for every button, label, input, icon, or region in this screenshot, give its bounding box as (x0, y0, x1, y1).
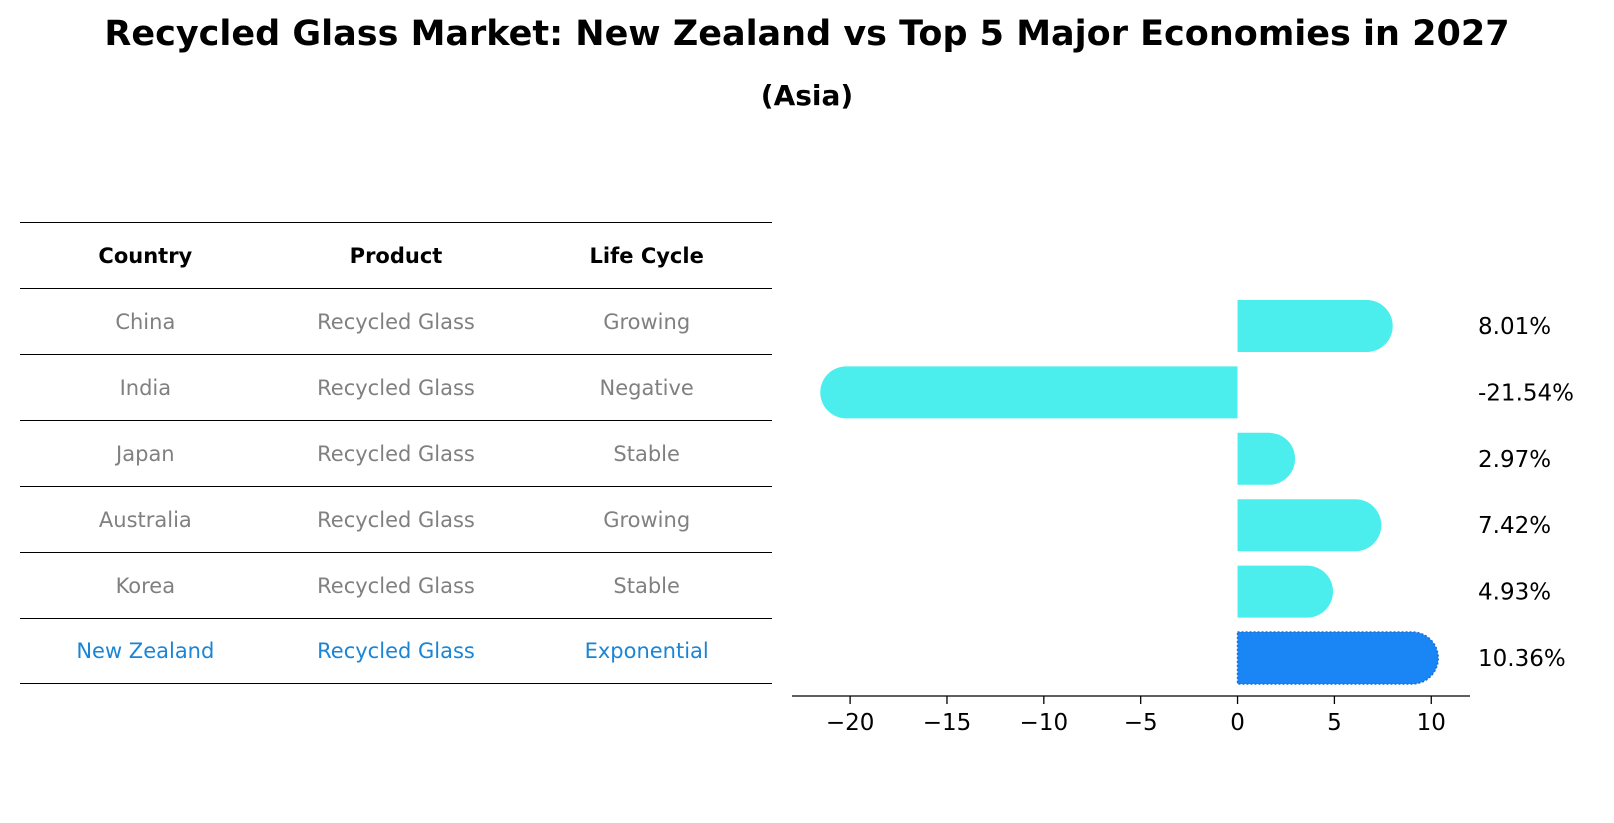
bar-new-zealand (1236, 631, 1439, 685)
x-tick-label: −5 (1124, 710, 1158, 736)
table-row: Australia Recycled Glass Growing (20, 486, 772, 552)
table-row: Korea Recycled Glass Stable (20, 552, 772, 618)
cell-product: Recycled Glass (317, 639, 475, 663)
cell-country: Japan (116, 441, 175, 466)
cell-life-cycle: Negative (599, 375, 694, 400)
value-label: 2.97% (1478, 447, 1551, 473)
cell-life-cycle: Stable (613, 573, 680, 598)
cell-life-cycle: Exponential (584, 639, 709, 663)
bar-china (1237, 300, 1393, 352)
cell-product: Recycled Glass (317, 309, 475, 334)
bar-korea (1237, 565, 1334, 618)
cell-product: Recycled Glass (317, 375, 475, 400)
table-row: India Recycled Glass Negative (20, 354, 772, 420)
cell-country: India (119, 375, 172, 400)
value-label: 4.93% (1478, 580, 1551, 606)
chart-title: Recycled Glass Market: New Zealand vs To… (104, 14, 1510, 54)
cell-life-cycle: Stable (613, 441, 680, 466)
x-tick-label: −15 (923, 710, 972, 736)
bar-japan (1237, 432, 1296, 485)
bar-india (820, 366, 1238, 419)
cell-country: Korea (115, 573, 176, 598)
cell-product: Recycled Glass (317, 573, 475, 598)
x-tick-label: −20 (826, 710, 875, 736)
chart-subtitle: (Asia) (760, 79, 854, 112)
x-tick-label: 0 (1230, 710, 1245, 736)
cell-country: China (115, 309, 176, 334)
cell-product: Recycled Glass (317, 441, 475, 466)
cell-country: New Zealand (76, 639, 215, 663)
value-label: 7.42% (1478, 513, 1551, 539)
value-label: 10.36% (1478, 646, 1566, 672)
table-row: China Recycled Glass Growing (20, 288, 772, 354)
x-tick-label: −10 (1020, 710, 1069, 736)
market-table: Country Product Life Cycle China Recycle… (20, 222, 772, 684)
value-label: 8.01% (1478, 314, 1551, 340)
cell-life-cycle: Growing (603, 309, 691, 334)
header-life-cycle: Life Cycle (589, 243, 704, 268)
x-tick-label: 5 (1327, 710, 1342, 736)
header-product: Product (349, 243, 443, 268)
cell-life-cycle: Growing (603, 507, 691, 532)
table-header-row: Country Product Life Cycle (20, 222, 772, 288)
cell-product: Recycled Glass (317, 507, 475, 532)
x-tick-label: 10 (1417, 710, 1446, 736)
bar-australia (1237, 499, 1382, 552)
table-row-highlight: New Zealand Recycled Glass Exponential (20, 618, 772, 684)
table-row: Japan Recycled Glass Stable (20, 420, 772, 486)
header-country: Country (98, 243, 193, 268)
cell-country: Australia (98, 507, 192, 532)
value-label: -21.54% (1478, 380, 1574, 406)
